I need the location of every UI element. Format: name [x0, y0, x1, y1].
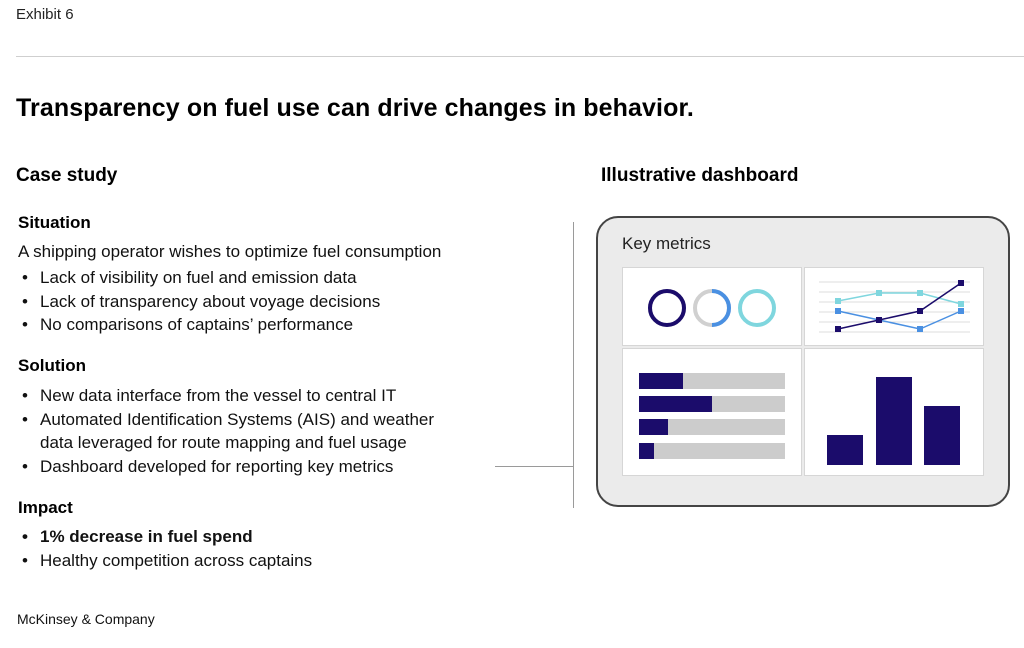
- list-item: Dashboard developed for reporting key me…: [20, 455, 434, 479]
- ring-metrics-panel: [622, 267, 802, 346]
- impact-list: 1% decrease in fuel spend Healthy compet…: [20, 525, 312, 572]
- list-item: Healthy competition across captains: [20, 549, 312, 573]
- list-item-line: Automated Identification Systems (AIS) a…: [40, 409, 435, 429]
- top-divider: [16, 56, 1024, 57]
- ring-teal: [738, 289, 776, 327]
- vertical-divider: [573, 222, 574, 508]
- case-study-heading: Case study: [16, 165, 118, 186]
- gridlines: [819, 281, 970, 333]
- bar-fill: [639, 396, 712, 412]
- series-line-navy: [837, 282, 962, 330]
- vertical-bars-illustration: [827, 377, 960, 465]
- bar-fill: [639, 443, 654, 459]
- list-item: 1% decrease in fuel spend: [20, 525, 312, 549]
- list-item: Automated Identification Systems (AIS) a…: [20, 408, 434, 455]
- column-bar: [827, 435, 863, 465]
- line-chart-illustration: [819, 280, 970, 333]
- horizontal-bars-illustration: [639, 373, 785, 459]
- dashboard-title: Key metrics: [622, 234, 711, 253]
- dashboard-heading: Illustrative dashboard: [601, 165, 799, 186]
- column-bar: [876, 377, 912, 465]
- series-markers-navy: [835, 280, 964, 332]
- bar-fill: [639, 419, 668, 435]
- bar-track: [639, 419, 785, 435]
- series-markers-teal: [835, 290, 964, 307]
- bar-fill: [639, 373, 683, 389]
- situation-intro: A shipping operator wishes to optimize f…: [18, 242, 442, 261]
- bar-track: [639, 443, 785, 459]
- ring-gauges-illustration: [647, 289, 776, 327]
- list-item: No comparisons of captains’ performance: [20, 313, 380, 337]
- impact-title: Impact: [18, 498, 73, 517]
- solution-list: New data interface from the vessel to ce…: [20, 384, 434, 478]
- line-trend-panel: [804, 267, 984, 346]
- ring-blue: [711, 289, 731, 327]
- situation-list: Lack of visibility on fuel and emission …: [20, 266, 380, 337]
- list-item: New data interface from the vessel to ce…: [20, 384, 434, 408]
- page-title: Transparency on fuel use can drive chang…: [16, 94, 694, 122]
- series-line-blue: [837, 310, 962, 330]
- connector-line: [495, 466, 574, 467]
- list-item: Lack of visibility on fuel and emission …: [20, 266, 380, 290]
- column-bar: [924, 406, 960, 465]
- horizontal-bar-panel: [622, 348, 802, 476]
- company-footer: McKinsey & Company: [17, 611, 155, 627]
- situation-title: Situation: [18, 213, 91, 232]
- series-line-teal: [837, 292, 962, 305]
- vertical-bar-panel: [804, 348, 984, 476]
- ring-navy: [647, 289, 686, 327]
- list-item-line: data leveraged for route mapping and fue…: [40, 433, 407, 452]
- list-item: Lack of transparency about voyage decisi…: [20, 290, 380, 314]
- exhibit-label: Exhibit 6: [16, 6, 74, 23]
- solution-title: Solution: [18, 356, 86, 375]
